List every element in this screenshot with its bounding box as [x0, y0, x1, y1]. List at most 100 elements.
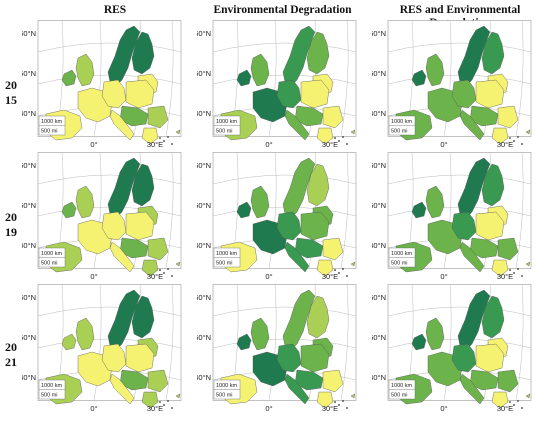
region-de — [451, 211, 477, 241]
island-dot — [342, 136, 344, 138]
lat-label: 40°N — [197, 241, 211, 250]
lon-label: 0° — [90, 404, 97, 413]
row-label-top: 20 — [5, 340, 17, 354]
lat-label: 60°N — [372, 161, 386, 170]
row-label-2021: 20 21 — [2, 340, 20, 370]
lat-label: 50°N — [197, 201, 211, 210]
region-cyprus — [175, 261, 181, 267]
island-dot — [338, 140, 340, 142]
map-panel-res-2019: 60°N 50°N 40°N 0° 30°E 1000 km 500 mi — [22, 152, 182, 282]
region-ie — [411, 201, 427, 219]
island-dot — [171, 407, 173, 409]
region-fi — [306, 295, 330, 339]
region-it — [109, 241, 135, 273]
region-fi — [481, 163, 505, 207]
map-panel-res-2021: 60°N 50°N 40°N 0° 30°E 1000 km 500 mi — [22, 284, 182, 414]
lat-label: 40°N — [22, 373, 36, 382]
lon-label: 30°E — [497, 140, 513, 149]
island-dot — [167, 136, 169, 138]
region-fi — [131, 163, 155, 207]
europe-map: 60°N 50°N 40°N 0° 30°E 1000 km 500 mi — [22, 284, 182, 413]
scale-mi-label: 500 mi — [41, 261, 58, 267]
region-de — [276, 211, 302, 241]
map-panel-res-and-environmental-degradation-2019: 60°N 50°N 40°N 0° 30°E 1000 km 500 mi — [372, 152, 532, 282]
region-pl — [300, 343, 330, 373]
scale-mi-label: 500 mi — [391, 129, 408, 135]
island-dot — [513, 404, 515, 406]
island-dot — [167, 268, 169, 270]
island-dot — [509, 137, 511, 139]
island-dot — [163, 272, 165, 274]
lat-label: 40°N — [22, 241, 36, 250]
lat-label: 60°N — [22, 161, 36, 170]
lat-label: 40°N — [372, 373, 386, 382]
map-panel-res-and-environmental-degradation-2015: 60°N 50°N 40°N 0° 30°E 1000 km 500 mi — [372, 20, 532, 150]
lon-label: 30°E — [147, 272, 163, 281]
lat-label: 40°N — [22, 109, 36, 118]
scale-bar: 1000 km 500 mi — [38, 115, 66, 136]
row-label-top: 20 — [5, 210, 17, 224]
scale-mi-label: 500 mi — [41, 393, 58, 399]
island-dot — [521, 275, 523, 277]
island-dot — [167, 400, 169, 402]
region-de — [101, 79, 127, 109]
island-dot — [334, 269, 336, 271]
region-uk — [425, 317, 445, 351]
scale-bar: 1000 km 500 mi — [213, 247, 241, 268]
region-se — [497, 105, 519, 129]
scale-bar: 1000 km 500 mi — [213, 379, 241, 400]
island-dot — [159, 137, 161, 139]
region-ie — [236, 69, 252, 87]
scale-bar: 1000 km 500 mi — [388, 115, 416, 136]
island-dot — [334, 401, 336, 403]
region-it — [459, 109, 485, 141]
row-label-bottom: 19 — [5, 225, 17, 239]
lat-label: 50°N — [197, 333, 211, 342]
region-fi — [306, 31, 330, 75]
lon-label: 0° — [440, 140, 447, 149]
island-dot — [509, 401, 511, 403]
region-de — [276, 79, 302, 109]
scale-km-label: 1000 km — [41, 251, 63, 257]
map-panel-environmental-degradation-2015: 60°N 50°N 40°N 0° 30°E 1000 km 500 mi — [197, 20, 357, 150]
island-dot — [342, 400, 344, 402]
lat-label: 50°N — [22, 201, 36, 210]
island-dot — [521, 407, 523, 409]
scale-km-label: 1000 km — [216, 119, 238, 125]
region-se — [497, 237, 519, 261]
island-dot — [338, 404, 340, 406]
lon-label: 0° — [265, 272, 272, 281]
lon-label: 30°E — [147, 404, 163, 413]
region-gr — [141, 259, 159, 277]
lat-label: 60°N — [197, 161, 211, 170]
island-dot — [163, 404, 165, 406]
scale-km-label: 1000 km — [216, 383, 238, 389]
lon-label: 30°E — [322, 140, 338, 149]
region-fi — [481, 295, 505, 339]
region-gr — [141, 127, 159, 145]
lat-label: 60°N — [22, 29, 36, 38]
region-cyprus — [525, 261, 531, 267]
region-se — [322, 369, 344, 393]
scale-km-label: 1000 km — [391, 119, 413, 125]
lat-label: 50°N — [22, 69, 36, 78]
lat-label: 60°N — [197, 293, 211, 302]
region-se — [497, 369, 519, 393]
island-dot — [517, 136, 519, 138]
island-dot — [521, 143, 523, 145]
region-cyprus — [175, 129, 181, 135]
region-it — [109, 373, 135, 405]
lat-label: 50°N — [372, 69, 386, 78]
scale-km-label: 1000 km — [216, 251, 238, 257]
lat-label: 40°N — [197, 109, 211, 118]
region-fi — [131, 31, 155, 75]
lat-label: 40°N — [197, 373, 211, 382]
region-se — [147, 237, 169, 261]
scale-km-label: 1000 km — [41, 119, 63, 125]
region-cyprus — [350, 261, 356, 267]
region-it — [459, 241, 485, 273]
europe-map: 60°N 50°N 40°N 0° 30°E 1000 km 500 mi — [372, 20, 532, 149]
island-dot — [159, 269, 161, 271]
scale-mi-label: 500 mi — [391, 261, 408, 267]
region-ie — [61, 69, 77, 87]
